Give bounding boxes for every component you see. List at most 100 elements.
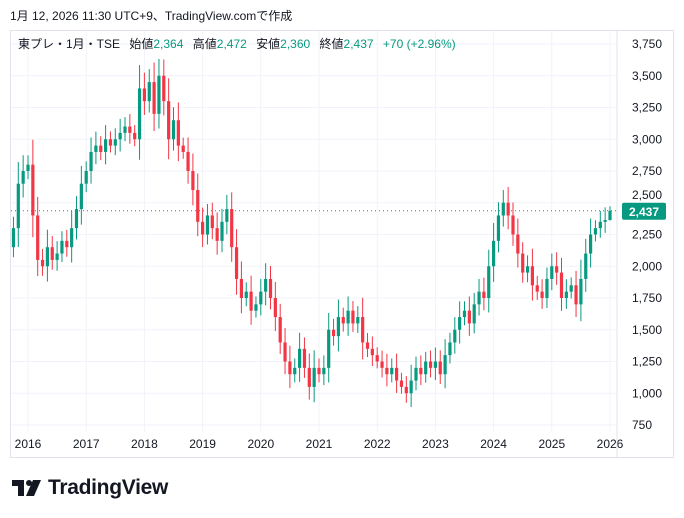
candle-body (11, 228, 16, 248)
candle-body (79, 183, 83, 210)
candle-body (506, 202, 510, 216)
y-tick-label: 2,000 (632, 259, 662, 273)
symbol-legend: 東プレ・1月・TSE 始値2,364 高値2,472 安値2,360 終値2,4… (18, 35, 456, 52)
candle-body (196, 190, 200, 222)
candle-body (89, 151, 93, 171)
y-tick-label: 2,250 (632, 228, 662, 242)
candle-body (516, 234, 520, 254)
candle-body (346, 310, 350, 324)
candle-body (424, 361, 428, 375)
candle-body (118, 132, 122, 140)
legend-high: 2,472 (216, 37, 247, 51)
candle-body (312, 367, 316, 387)
candle-body (390, 367, 394, 375)
candle-body (550, 266, 554, 279)
candle-body (45, 247, 49, 267)
tradingview-logo-icon (12, 480, 41, 496)
candle-body (302, 348, 307, 368)
candle-body (428, 361, 433, 368)
candle-body (254, 304, 258, 311)
candle-body (259, 291, 263, 305)
y-tick-label: 3,250 (632, 101, 662, 115)
candle-body (385, 367, 389, 375)
candle-body (142, 88, 146, 102)
candle-body (55, 253, 59, 260)
candle-body (448, 342, 452, 356)
candle-body (234, 247, 239, 279)
candle-body (365, 342, 370, 349)
x-tick-label: 2021 (306, 437, 333, 451)
candle-body (215, 228, 219, 241)
candle-body (230, 209, 234, 248)
legend-symbol: 東プレ・1月・TSE (18, 37, 121, 51)
candle-body (356, 317, 360, 324)
candle-body (152, 82, 156, 114)
candle-body (409, 380, 413, 394)
candle-body (264, 278, 268, 292)
candle-body (99, 145, 103, 152)
y-tick-label: 1,500 (632, 323, 662, 337)
candle-body (443, 355, 447, 375)
candle-body (186, 151, 190, 171)
x-tick-label: 2022 (364, 437, 391, 451)
candle-body (462, 310, 467, 318)
candle-body (351, 310, 355, 324)
candle-body (608, 210, 612, 221)
candle-body (239, 278, 243, 298)
candle-body (399, 380, 404, 387)
candle-body (555, 266, 559, 273)
candle-body (167, 101, 171, 140)
candle-body (176, 120, 180, 146)
logo-text: TradingView (48, 476, 169, 499)
candle-body (322, 367, 326, 375)
y-tick-label: 1,000 (632, 386, 662, 400)
candle-body (574, 285, 578, 305)
x-tick-label: 2017 (73, 437, 100, 451)
candle-body (395, 367, 399, 381)
candle-body (496, 215, 501, 241)
candle-body (341, 317, 345, 324)
candle-body (210, 215, 214, 229)
candle-body (94, 145, 98, 152)
candle-body (273, 298, 277, 318)
candle-body (108, 139, 113, 146)
candle-body (36, 215, 40, 260)
last-price-badge (622, 202, 666, 220)
candle-body (137, 88, 142, 140)
legend-low-label: 安値 (256, 37, 281, 51)
chart-caption: 1月 12, 2026 11:30 UTC+9、TradingView.comで… (10, 9, 293, 23)
candle-body (361, 317, 365, 343)
candle-body (84, 171, 88, 184)
candle-body (268, 278, 273, 298)
candle-body (278, 317, 282, 343)
candle-body (593, 228, 598, 235)
candle-body (113, 139, 117, 146)
candle-body (21, 171, 25, 184)
candle-body (104, 139, 108, 152)
candle-body (249, 291, 253, 311)
legend-open-label: 始値 (129, 37, 154, 51)
candle-body (477, 291, 481, 305)
candle-body (65, 240, 69, 248)
candle-body (327, 329, 331, 368)
legend-low: 2,360 (280, 37, 311, 51)
x-tick-label: 2024 (480, 437, 507, 451)
candle-body (298, 348, 302, 368)
candle-body (511, 215, 515, 235)
candle-body (50, 247, 54, 260)
candle-body (492, 240, 496, 267)
candle-body (540, 291, 544, 298)
candle-body (535, 285, 539, 292)
tradingview-logo[interactable]: TradingView (12, 476, 168, 500)
candle-body (482, 291, 486, 298)
candle-body (564, 291, 568, 298)
candle-body (589, 234, 593, 254)
candle-body (467, 310, 471, 324)
candle-body (559, 272, 564, 298)
candle-body (453, 329, 457, 343)
candle-body (598, 221, 602, 229)
candle-body (16, 183, 20, 229)
candle-body (283, 342, 287, 362)
y-tick-label: 2,750 (632, 164, 662, 178)
